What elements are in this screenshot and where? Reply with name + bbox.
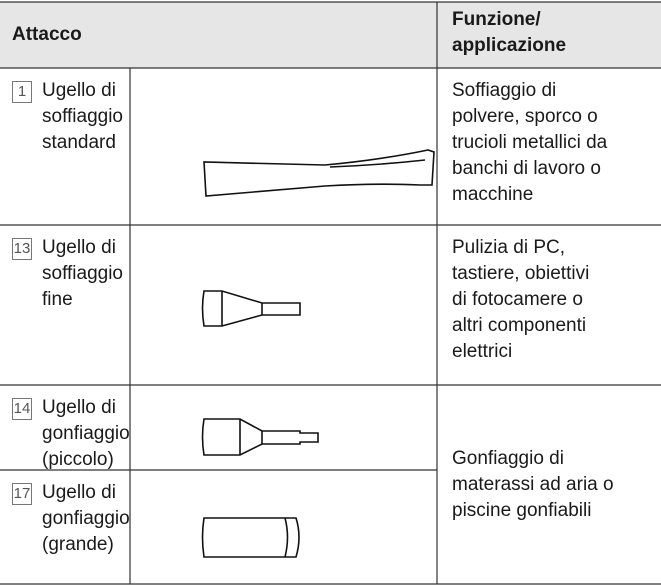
item-name: soffiaggio bbox=[42, 106, 123, 127]
function-text: trucioli metallici da bbox=[452, 132, 608, 153]
function-text: piscine gonfiabili bbox=[452, 499, 592, 521]
function-text: Soffiaggio di bbox=[452, 80, 557, 101]
item-name: Ugello di bbox=[42, 397, 116, 418]
function-text: tastiere, obiettivi bbox=[452, 263, 590, 284]
function-text: polvere, sporco o bbox=[452, 106, 598, 127]
function-text: Pulizia di PC, bbox=[452, 237, 565, 258]
item-name: gonfiaggio bbox=[42, 508, 130, 529]
function-text: macchine bbox=[452, 184, 534, 205]
function-text: materassi ad aria o bbox=[452, 473, 614, 495]
item-name: Ugello di bbox=[42, 80, 116, 101]
nozzle-drawings bbox=[201, 149, 435, 558]
item-name: fine bbox=[42, 289, 73, 310]
header-attacco: Attacco bbox=[12, 24, 82, 45]
item-name: Ugello di bbox=[42, 482, 116, 503]
item-number: 17 bbox=[12, 483, 32, 505]
item-name: gonfiaggio bbox=[42, 423, 130, 444]
function-text: altri componenti bbox=[452, 315, 587, 336]
function-text: di fotocamere o bbox=[452, 289, 583, 310]
header-function-1: Funzione/ bbox=[452, 9, 541, 30]
item-name: (piccolo) bbox=[42, 449, 114, 470]
header-bg bbox=[0, 2, 661, 68]
function-text: banchi di lavoro o bbox=[452, 158, 601, 179]
function-text: Gonfiaggio di bbox=[452, 447, 564, 469]
item-name: Ugello di bbox=[42, 237, 116, 258]
item-name: soffiaggio bbox=[42, 263, 123, 284]
item-name: (grande) bbox=[42, 534, 114, 555]
item-number: 13 bbox=[12, 238, 32, 260]
header-function-2: applicazione bbox=[452, 35, 567, 56]
function-text: elettrici bbox=[452, 341, 513, 362]
item-number: 1 bbox=[12, 81, 32, 103]
item-name: standard bbox=[42, 132, 116, 153]
item-number: 14 bbox=[12, 398, 32, 420]
